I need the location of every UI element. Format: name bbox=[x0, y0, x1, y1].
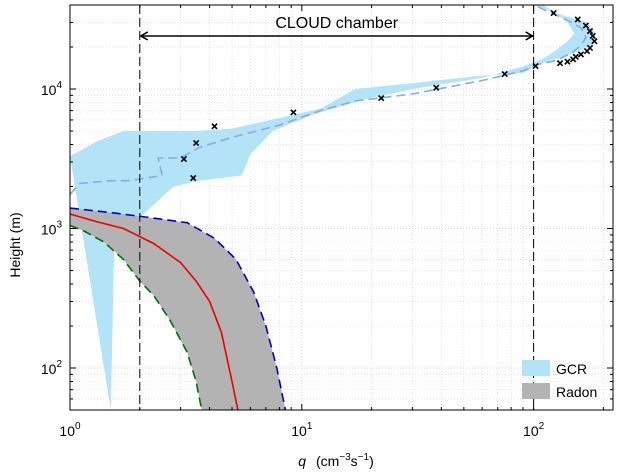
legend-swatch-gcr bbox=[522, 360, 550, 376]
bands bbox=[70, 5, 596, 410]
radon-lower-line bbox=[70, 224, 203, 410]
y-tick-label: 104 bbox=[41, 80, 63, 98]
observation-point bbox=[550, 9, 557, 17]
series-lines bbox=[70, 5, 587, 410]
observation-point bbox=[586, 27, 594, 35]
x-axis-unit-exp1: −3 bbox=[339, 452, 351, 463]
cloud-chamber-label: CLOUD chamber bbox=[275, 15, 398, 32]
y-axis-label: Height (m) bbox=[7, 212, 23, 277]
observation-markers bbox=[180, 9, 598, 182]
axis-ticks: 100 101 102 102 103 104 bbox=[41, 4, 613, 439]
x-axis-unit-exp2: −1 bbox=[358, 452, 370, 463]
observation-point bbox=[290, 109, 297, 116]
observation-point bbox=[577, 51, 585, 58]
legend-swatch-radon bbox=[522, 383, 550, 399]
gcr-band bbox=[70, 5, 596, 410]
observation-point bbox=[501, 70, 508, 78]
observation-point bbox=[190, 174, 197, 182]
x-axis-unit-open: (cm bbox=[316, 453, 339, 469]
observation-point bbox=[180, 155, 188, 163]
x-tick-label: 102 bbox=[523, 421, 545, 439]
observation-point bbox=[192, 139, 200, 147]
observation-point bbox=[586, 44, 594, 52]
y-tick-label: 102 bbox=[41, 359, 63, 377]
x-axis-label: q (cm−3s−1) bbox=[298, 452, 374, 469]
observation-point bbox=[433, 84, 440, 91]
observation-point bbox=[589, 32, 596, 40]
x-tick-label: 100 bbox=[59, 421, 81, 439]
cloud-chamber-arrowhead-right bbox=[525, 31, 535, 41]
observation-point bbox=[582, 22, 590, 29]
x-axis-unit-mid: s bbox=[351, 453, 358, 469]
legend-label-radon: Radon bbox=[556, 384, 597, 400]
radon-median-line bbox=[70, 213, 239, 410]
cloud-chamber-arrowhead-left bbox=[139, 31, 149, 41]
legend: GCR Radon bbox=[522, 360, 597, 400]
observation-point bbox=[378, 94, 385, 102]
plot-frame bbox=[69, 4, 614, 411]
gcr-median-line bbox=[70, 5, 587, 196]
x-axis-variable: q bbox=[298, 453, 306, 469]
cloud-chamber-annotation: CLOUD chamber bbox=[139, 5, 535, 410]
legend-label-gcr: GCR bbox=[556, 361, 587, 377]
x-axis-unit-close: ) bbox=[369, 453, 374, 469]
radon-upper-line bbox=[70, 207, 287, 410]
observation-point bbox=[591, 38, 598, 45]
observation-point bbox=[211, 123, 218, 130]
x-tick-label: 101 bbox=[291, 421, 313, 439]
observation-point bbox=[556, 60, 564, 67]
observation-point bbox=[574, 16, 581, 23]
observation-point bbox=[572, 53, 579, 61]
radon-band bbox=[70, 208, 286, 410]
observation-point bbox=[564, 58, 571, 65]
y-tick-label: 103 bbox=[41, 219, 63, 237]
